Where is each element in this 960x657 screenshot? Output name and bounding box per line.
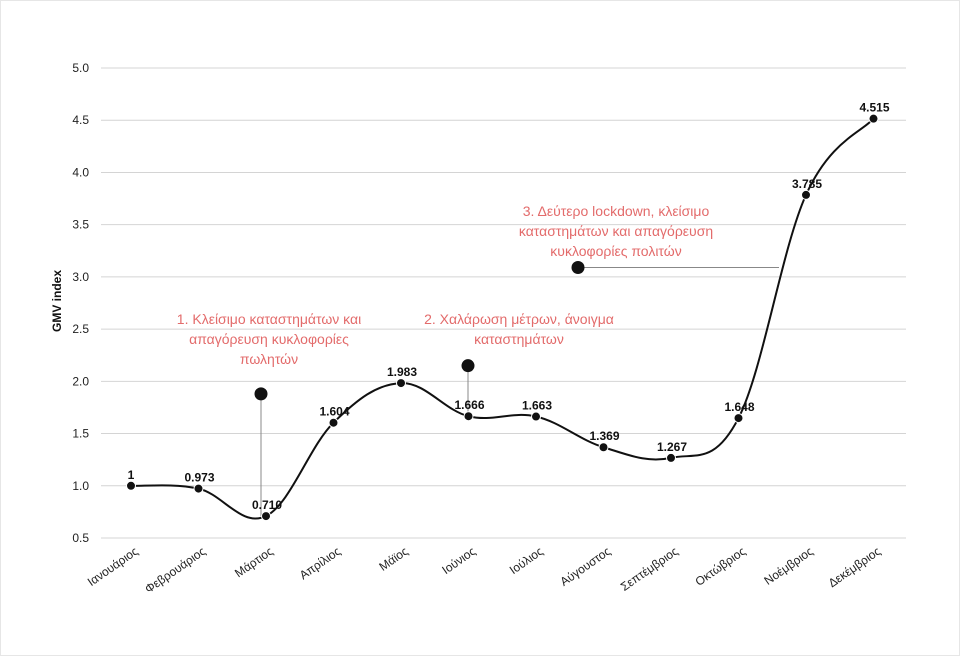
annotation-marker xyxy=(254,387,268,401)
data-point xyxy=(733,413,744,424)
data-label: 0.973 xyxy=(184,471,214,485)
data-point xyxy=(531,411,541,422)
x-tick-label: Ιούλιος xyxy=(507,544,546,577)
data-label: 4.515 xyxy=(859,101,889,115)
y-tick-label: 3.0 xyxy=(72,270,89,284)
data-label: 1.663 xyxy=(522,399,552,413)
x-tick-label: Φεβρουάριος xyxy=(142,544,208,596)
data-point xyxy=(396,378,406,389)
y-axis-ticks: 5.0 4.5 4.0 3.5 3.0 2.5 2.0 1.5 1.0 0.5 xyxy=(72,61,89,545)
annotation-text: 2. Χαλάρωση μέτρων, άνοιγμα xyxy=(424,311,614,327)
y-tick-label: 4.0 xyxy=(72,165,89,179)
data-label: 1.369 xyxy=(589,429,619,443)
annotation-text: καταστημάτων και απαγόρευση xyxy=(519,223,713,239)
data-label: 1.267 xyxy=(657,440,687,454)
data-point xyxy=(598,442,609,453)
y-tick-label: 3.5 xyxy=(72,218,89,232)
x-axis-ticks: Ιανουάριος Φεβρουάριος Μάρτιος Απρίλιος Μάϊο… xyxy=(85,544,884,596)
data-label: 1.666 xyxy=(454,398,484,412)
x-tick-label: Ιανουάριος xyxy=(85,544,141,589)
data-point xyxy=(666,452,676,463)
annotation-text: απαγόρευση κυκλοφορίες xyxy=(189,331,349,347)
annotation-text: πωλητών xyxy=(240,351,298,367)
annotation-text: 1. Κλείσιμο καταστημάτων και xyxy=(177,311,361,327)
data-label: 1.604 xyxy=(319,405,349,419)
x-tick-label: Νοέμβριος xyxy=(761,544,815,588)
x-tick-label: Μάϊος xyxy=(376,544,410,574)
y-tick-label: 5.0 xyxy=(72,61,89,75)
data-point xyxy=(463,411,474,422)
x-tick-label: Μάρτιος xyxy=(232,544,276,581)
annotation-connectors xyxy=(260,266,779,517)
data-point xyxy=(126,480,136,491)
y-tick-label: 2.0 xyxy=(72,374,89,388)
x-tick-label: Ιούνιος xyxy=(439,544,478,577)
annotation-text: 3. Δεύτερο lockdown, κλείσιμο xyxy=(523,203,710,219)
y-tick-label: 1.5 xyxy=(72,427,89,441)
data-point xyxy=(801,189,811,200)
annotation-text: κυκλοφορίες πολιτών xyxy=(550,243,681,259)
y-tick-label: 1.0 xyxy=(72,479,89,493)
annotations: 1. Κλείσιμο καταστημάτων και απαγόρευση κ… xyxy=(177,203,713,401)
y-tick-label: 2.5 xyxy=(72,322,89,336)
x-tick-label: Οκτώβριος xyxy=(693,544,749,589)
x-tick-label: Αύγουστος xyxy=(557,544,613,589)
x-tick-label: Απρίλιος xyxy=(297,544,344,582)
y-axis-label: GMV index xyxy=(50,270,64,332)
x-tick-label: Σεπτέμβριος xyxy=(618,544,681,594)
data-label: 1.983 xyxy=(387,365,417,379)
data-point xyxy=(261,511,271,522)
data-labels: 1 0.973 0.710 1.604 1.983 1.666 1.663 1.369 1.26… xyxy=(128,101,890,512)
data-point xyxy=(193,483,204,494)
data-label: 3.785 xyxy=(792,177,822,191)
data-points xyxy=(126,113,879,522)
annotation-marker xyxy=(461,359,475,373)
data-label: 1 xyxy=(128,468,135,482)
data-label: 0.710 xyxy=(252,498,282,512)
annotation-text: καταστημάτων xyxy=(474,331,564,347)
y-tick-label: 0.5 xyxy=(72,531,89,545)
data-point xyxy=(328,417,339,428)
annotation-marker xyxy=(571,260,585,274)
data-point xyxy=(868,113,879,124)
y-tick-label: 4.5 xyxy=(72,113,89,127)
x-tick-label: Δεκέμβριος xyxy=(826,544,884,590)
data-label: 1.648 xyxy=(724,400,754,414)
grid-lines xyxy=(101,67,906,539)
